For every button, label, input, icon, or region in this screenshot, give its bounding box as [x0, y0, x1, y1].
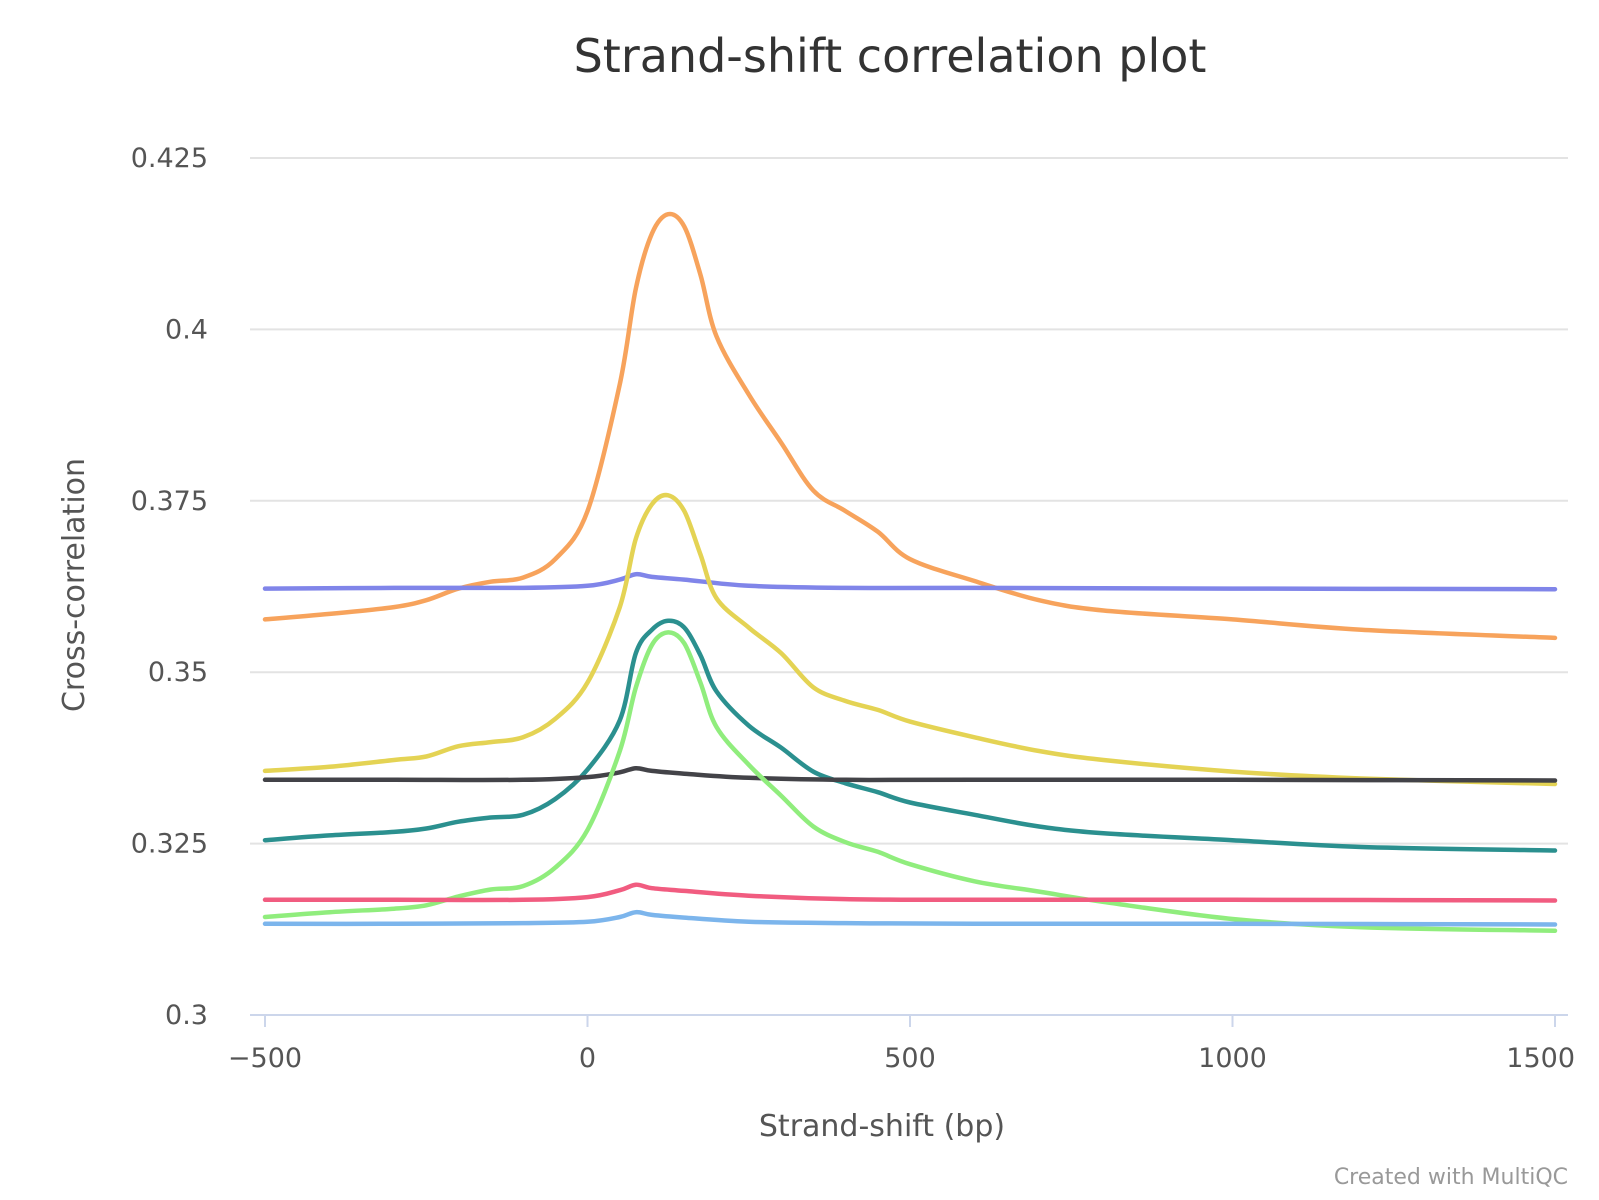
- series-line-green[interactable]: [262, 630, 1558, 933]
- y-tick-label: 0.325: [131, 829, 208, 860]
- credits-text[interactable]: Created with MultiQC: [1334, 1165, 1568, 1190]
- x-tick-label: 1500: [1506, 1043, 1575, 1074]
- series-line-black[interactable]: [262, 765, 1558, 783]
- series-line-pink[interactable]: [262, 882, 1558, 903]
- series-line-purple[interactable]: [262, 571, 1558, 592]
- series-group: [262, 211, 1558, 933]
- series-line-teal[interactable]: [262, 618, 1558, 853]
- y-tick-label: 0.35: [148, 657, 208, 688]
- x-tick-label: 500: [884, 1043, 936, 1074]
- y-tick-label: 0.4: [165, 314, 208, 345]
- series-line-orange[interactable]: [262, 211, 1558, 641]
- y-axis-ticks: 0.3 0.325 0.35 0.375 0.4 0.425: [131, 143, 208, 1031]
- x-tick-label: 0: [579, 1043, 596, 1074]
- y-tick-label: 0.375: [131, 486, 208, 517]
- y-tick-label: 0.3: [165, 1000, 208, 1031]
- y-tick-label: 0.425: [131, 143, 208, 174]
- x-axis-ticks: −500 0 500 1000 1500: [228, 1015, 1575, 1074]
- x-tick-label: 1000: [1198, 1043, 1267, 1074]
- series-line-yellow[interactable]: [262, 492, 1558, 787]
- x-tick-label: −500: [228, 1043, 302, 1074]
- chart-title: Strand-shift correlation plot: [574, 29, 1207, 83]
- series-line-lightblue[interactable]: [262, 909, 1558, 927]
- x-axis-label: Strand-shift (bp): [759, 1109, 1005, 1144]
- y-axis-label: Cross-correlation: [57, 458, 92, 712]
- grid-lines: [250, 157, 1568, 845]
